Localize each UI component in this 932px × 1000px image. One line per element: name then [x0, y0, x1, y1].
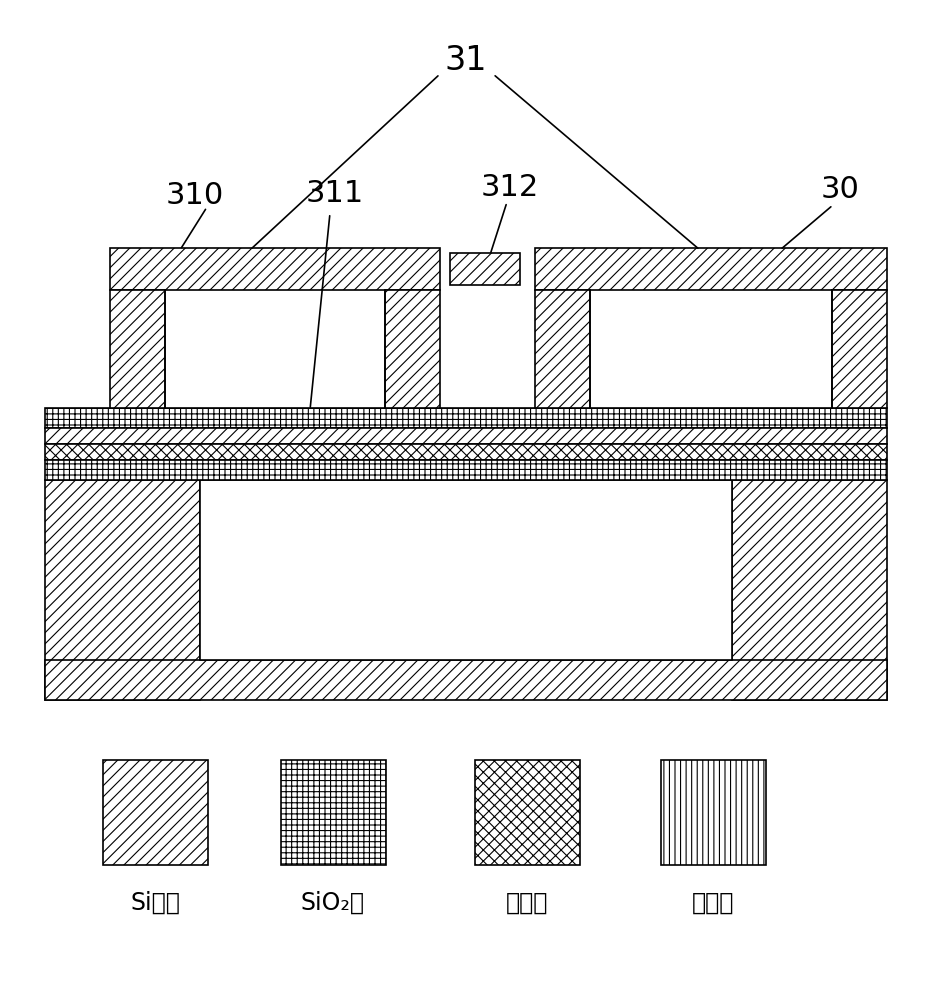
Bar — [535, 290, 590, 408]
Bar — [45, 460, 887, 480]
Text: 30: 30 — [820, 176, 859, 205]
Text: 310: 310 — [166, 180, 224, 210]
Bar — [110, 248, 440, 290]
Bar — [165, 290, 385, 408]
Bar — [45, 428, 887, 444]
Bar — [110, 290, 165, 408]
Bar — [45, 444, 887, 460]
Bar — [103, 760, 208, 865]
Text: 311: 311 — [306, 178, 364, 208]
Bar — [661, 760, 766, 865]
Bar — [535, 248, 887, 290]
Text: Si衬底: Si衬底 — [130, 891, 180, 915]
Bar — [450, 253, 520, 285]
Bar — [200, 480, 732, 660]
Bar — [475, 760, 580, 865]
Bar — [281, 760, 386, 865]
Bar — [590, 290, 832, 408]
Bar — [732, 480, 887, 700]
Text: 电极层: 电极层 — [506, 891, 548, 915]
Text: 312: 312 — [481, 174, 539, 202]
Bar — [832, 290, 887, 408]
Bar — [45, 480, 200, 700]
Text: 压电层: 压电层 — [692, 891, 734, 915]
Bar — [45, 660, 887, 700]
Bar — [385, 290, 440, 408]
Text: SiO₂层: SiO₂层 — [301, 891, 365, 915]
Bar — [45, 408, 887, 428]
Bar — [200, 480, 732, 660]
Text: 31: 31 — [445, 43, 487, 77]
